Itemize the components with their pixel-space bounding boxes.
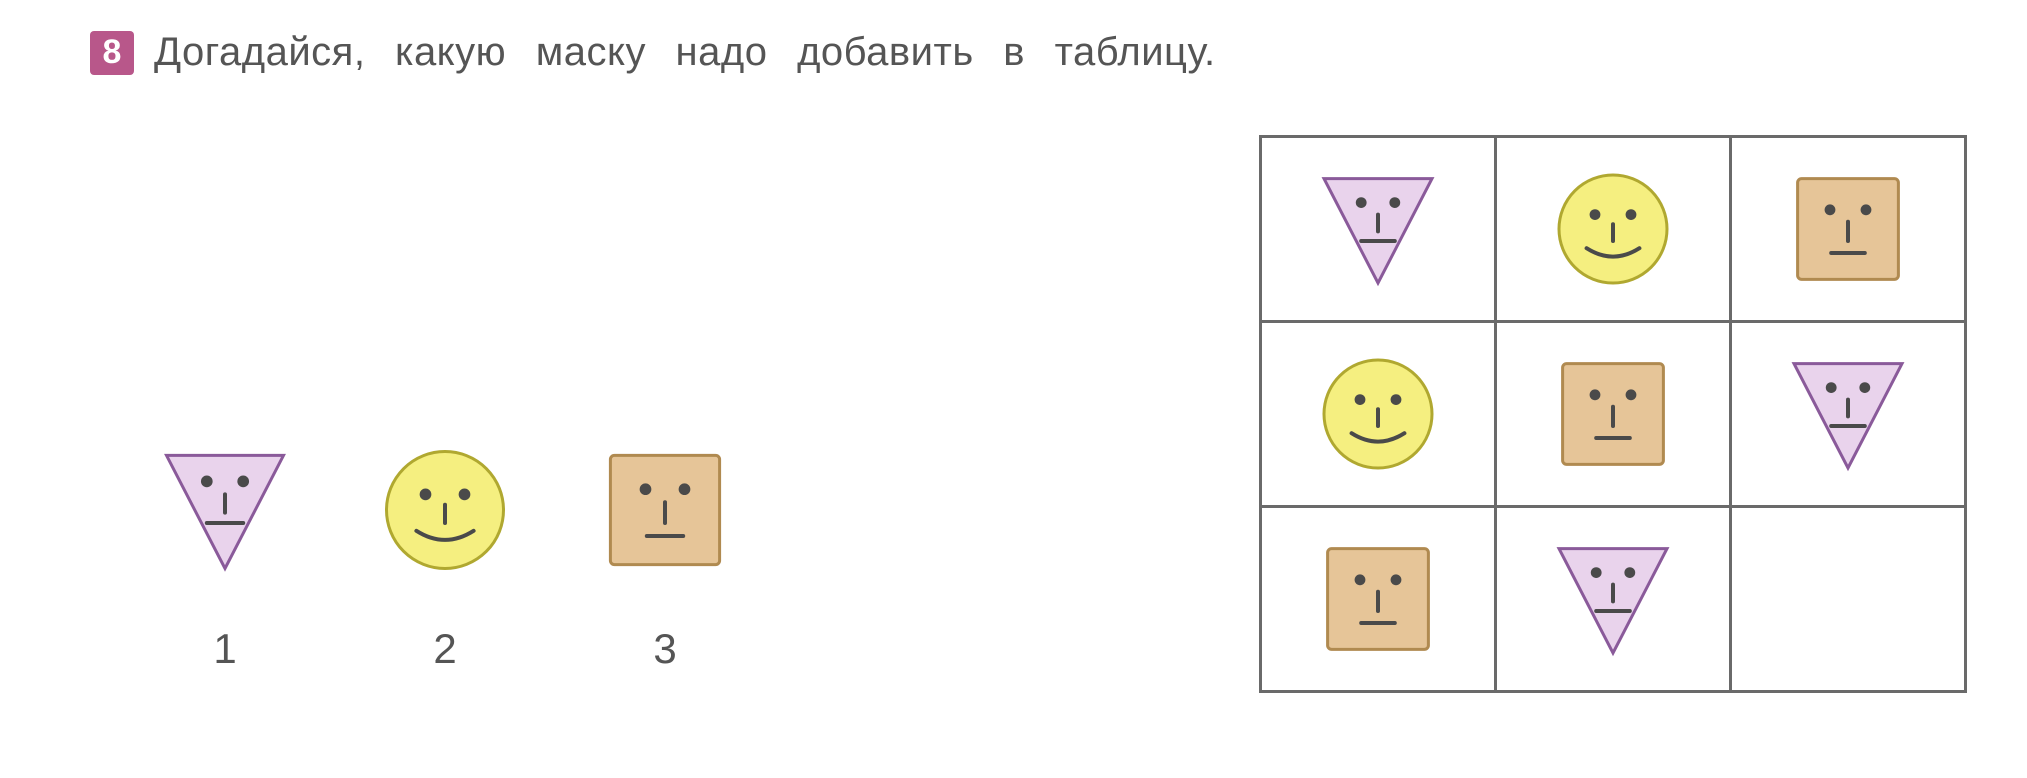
circle-mask-icon <box>380 445 510 575</box>
grid-cell-square <box>1261 507 1496 692</box>
mask-options: 1 2 3 <box>160 445 730 693</box>
option-label: 1 <box>213 625 236 673</box>
empty-cell <box>1733 509 1963 689</box>
grid-cell-circle <box>1261 322 1496 507</box>
option-label: 2 <box>433 625 456 673</box>
triangle-mask-icon <box>160 445 290 575</box>
mask-option-3[interactable]: 3 <box>600 445 730 673</box>
mask-grid <box>1259 135 1967 693</box>
option-label: 3 <box>653 625 676 673</box>
mask-option-2[interactable]: 2 <box>380 445 510 673</box>
square-mask-icon <box>600 445 730 575</box>
table-row <box>1261 137 1966 322</box>
prompt-text: Догадайся, какую маску надо добавить в т… <box>154 30 1216 75</box>
grid-cell-circle <box>1496 137 1731 322</box>
triangle-mask-icon <box>1498 509 1728 689</box>
square-mask-icon <box>1498 324 1728 504</box>
circle-mask-icon <box>1498 139 1728 319</box>
mask-option-1[interactable]: 1 <box>160 445 290 673</box>
header: 8 Догадайся, какую маску надо добавить в… <box>90 30 1987 75</box>
square-mask-icon <box>1263 509 1493 689</box>
grid-cell-triangle <box>1496 507 1731 692</box>
grid-cell-square <box>1731 137 1966 322</box>
grid-cell-empty[interactable] <box>1731 507 1966 692</box>
circle-mask-icon <box>1263 324 1493 504</box>
exercise-number-badge: 8 <box>90 31 134 75</box>
content-area: 1 2 3 <box>40 135 1987 693</box>
triangle-mask-icon <box>1263 139 1493 319</box>
square-mask-icon <box>1733 139 1963 319</box>
table-row <box>1261 322 1966 507</box>
grid-cell-triangle <box>1261 137 1496 322</box>
table-row <box>1261 507 1966 692</box>
triangle-mask-icon <box>1733 324 1963 504</box>
grid-cell-triangle <box>1731 322 1966 507</box>
grid-cell-square <box>1496 322 1731 507</box>
